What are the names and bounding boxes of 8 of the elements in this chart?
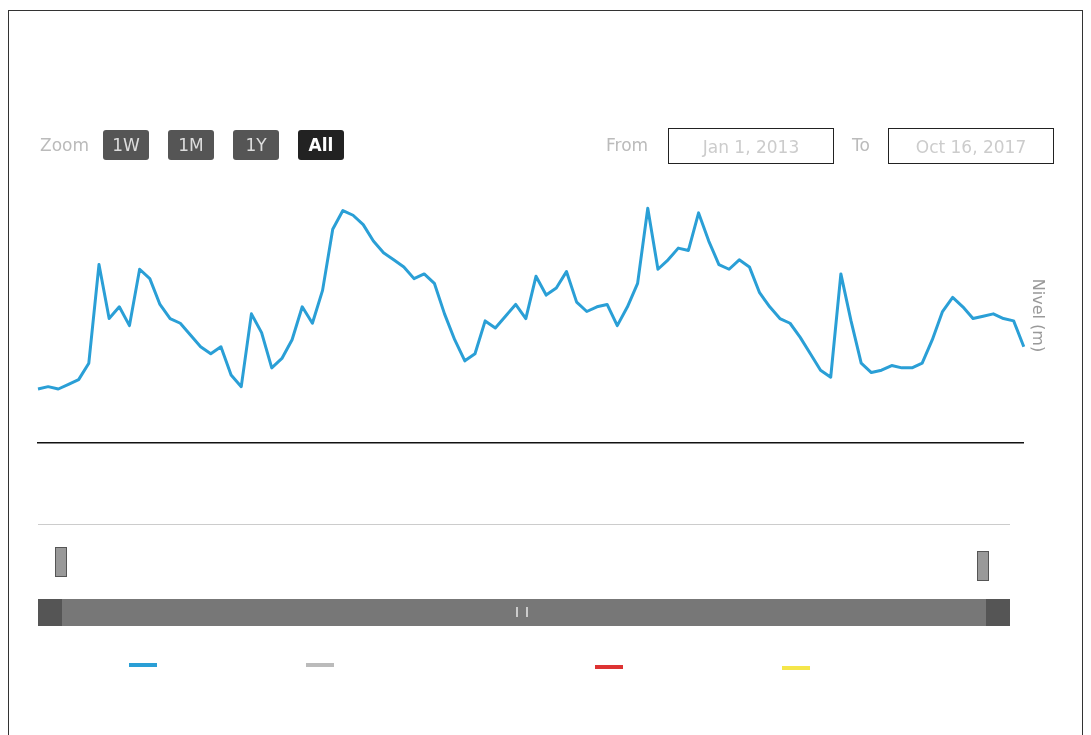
- text: All: [298, 130, 344, 160]
- text: To: [852, 134, 870, 157]
- text: 1M: [168, 130, 214, 160]
- y-axis-title: Nivel (m): [1029, 278, 1049, 353]
- text: Zoom: [40, 134, 90, 157]
- text: 1W: [103, 130, 149, 160]
- text: From: [606, 134, 649, 157]
- text: 1Y: [233, 130, 279, 160]
